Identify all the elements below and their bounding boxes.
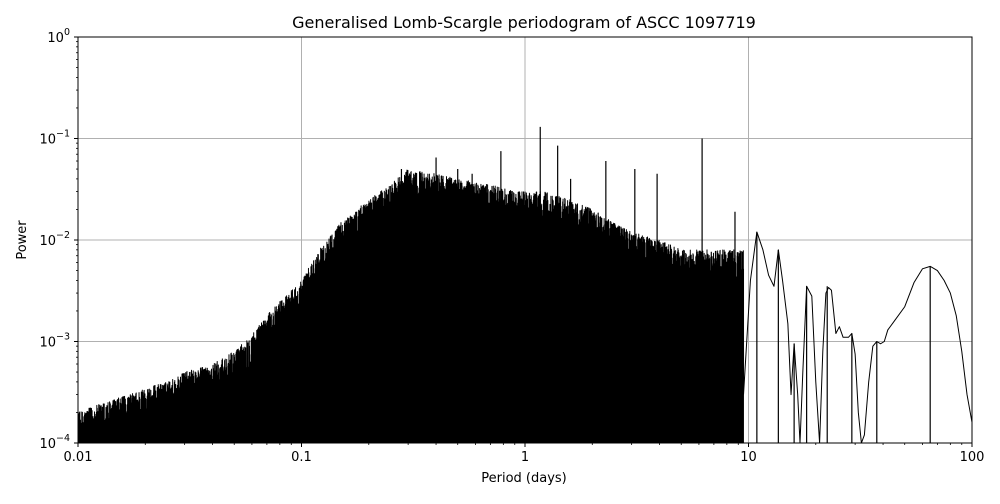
x-tick-label: 10 (740, 450, 757, 465)
y-tick-label: 100 (47, 27, 70, 46)
x-tick-label: 1 (521, 450, 529, 465)
y-tick-label: 10−4 (39, 433, 70, 452)
x-axis-ticks: 0.01 0.1 1 10 100 (64, 443, 985, 465)
periodogram-line (78, 169, 972, 443)
y-tick-label: 10−3 (39, 332, 70, 351)
x-tick-label: 100 (960, 450, 985, 465)
y-tick-label: 10−1 (39, 129, 70, 148)
y-axis-ticks: 10−4 10−3 10−2 10−1 100 (39, 27, 78, 452)
y-axis-label: Power (15, 220, 30, 260)
y-tick-label: 10−2 (39, 230, 70, 249)
x-axis-label: Period (days) (481, 471, 567, 486)
plot-area (78, 126, 972, 443)
x-tick-label: 0.1 (291, 450, 312, 465)
x-tick-label: 0.01 (64, 450, 93, 465)
chart-title: Generalised Lomb-Scargle periodogram of … (292, 13, 756, 32)
